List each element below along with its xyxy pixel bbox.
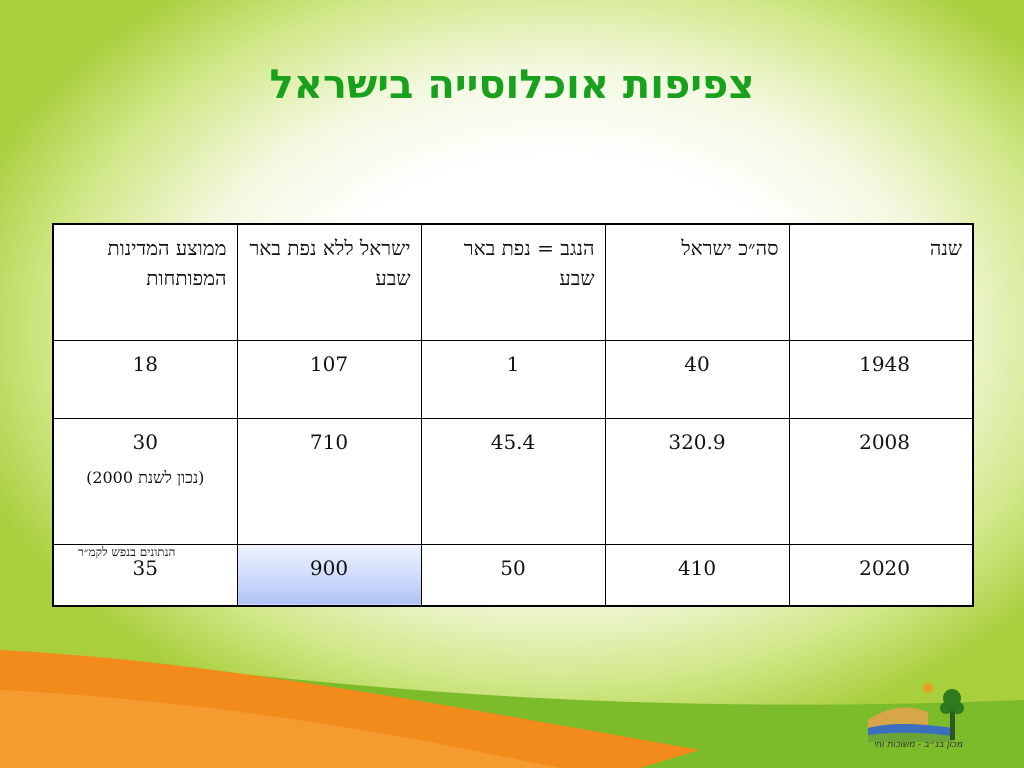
cell-value: 30 (132, 429, 158, 454)
header-total-israel: סה״כ ישראל (604, 223, 790, 341)
cell-negev: 50 (420, 543, 606, 607)
cell-total-israel: 410 (604, 543, 790, 607)
cell-subnote: (נכון לשנת 2000) (86, 467, 205, 487)
header-year: שנה (788, 223, 974, 341)
cell-year: 1948 (788, 339, 974, 419)
table-row: 2020 410 50 900 35 (52, 543, 974, 607)
cell-developed-average: 35 (52, 543, 238, 607)
header-israel-without-beersheva: ישראל ללא נפת באר שבע (236, 223, 422, 341)
cell-year: 2008 (788, 417, 974, 545)
cell-year: 2020 (788, 543, 974, 607)
table-row: 2008 320.9 45.4 710 30 (נכון לשנת 2000) (52, 417, 974, 545)
table-row: 1948 40 1 107 18 (52, 339, 974, 419)
cell-israel-without-beersheva-highlighted: 900 (236, 543, 422, 607)
cell-negev: 45.4 (420, 417, 606, 545)
cell-total-israel: 320.9 (604, 417, 790, 545)
cell-total-israel: 40 (604, 339, 790, 419)
table-header-row: שנה סה״כ ישראל הנגב = נפת באר שבע ישראל … (52, 223, 974, 341)
density-table: שנה סה״כ ישראל הנגב = נפת באר שבע ישראל … (52, 223, 974, 607)
header-developed-average: ממוצע המדינות המפותחות (52, 223, 238, 341)
units-footnote: הנתונים בנפש לקמ״ר (78, 545, 176, 559)
decorative-swoosh (0, 650, 1024, 768)
cell-developed-average: 30 (נכון לשנת 2000) (52, 417, 238, 545)
cell-israel-without-beersheva: 107 (236, 339, 422, 419)
cell-negev: 1 (420, 339, 606, 419)
cell-developed-average: 18 (52, 339, 238, 419)
logo-caption: מכון בנ״ב - משוכות וחי (873, 740, 963, 750)
cell-israel-without-beersheva: 710 (236, 417, 422, 545)
slide-title: צפיפות אוכלוסייה בישראל (269, 62, 755, 108)
landscape-tree-logo (868, 683, 964, 742)
header-negev: הנגב = נפת באר שבע (420, 223, 606, 341)
